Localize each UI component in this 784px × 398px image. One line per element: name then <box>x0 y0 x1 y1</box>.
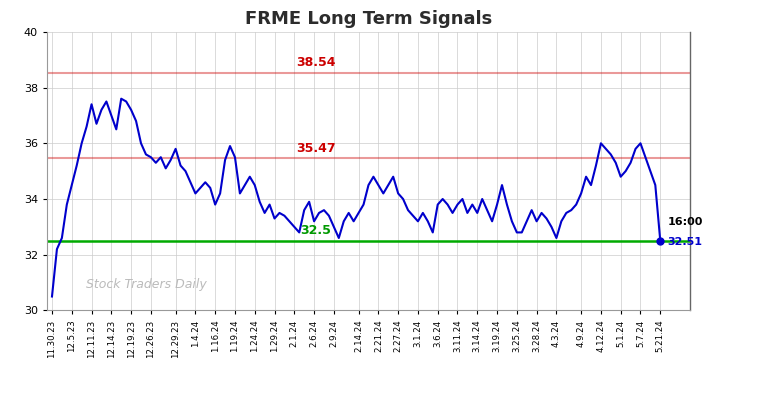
Text: 38.54: 38.54 <box>296 56 336 69</box>
Text: 32.51: 32.51 <box>668 237 702 247</box>
Title: FRME Long Term Signals: FRME Long Term Signals <box>245 10 492 27</box>
Text: 16:00: 16:00 <box>668 217 703 227</box>
Text: 35.47: 35.47 <box>296 142 336 155</box>
Text: 32.5: 32.5 <box>300 224 331 238</box>
Text: Stock Traders Daily: Stock Traders Daily <box>85 278 206 291</box>
